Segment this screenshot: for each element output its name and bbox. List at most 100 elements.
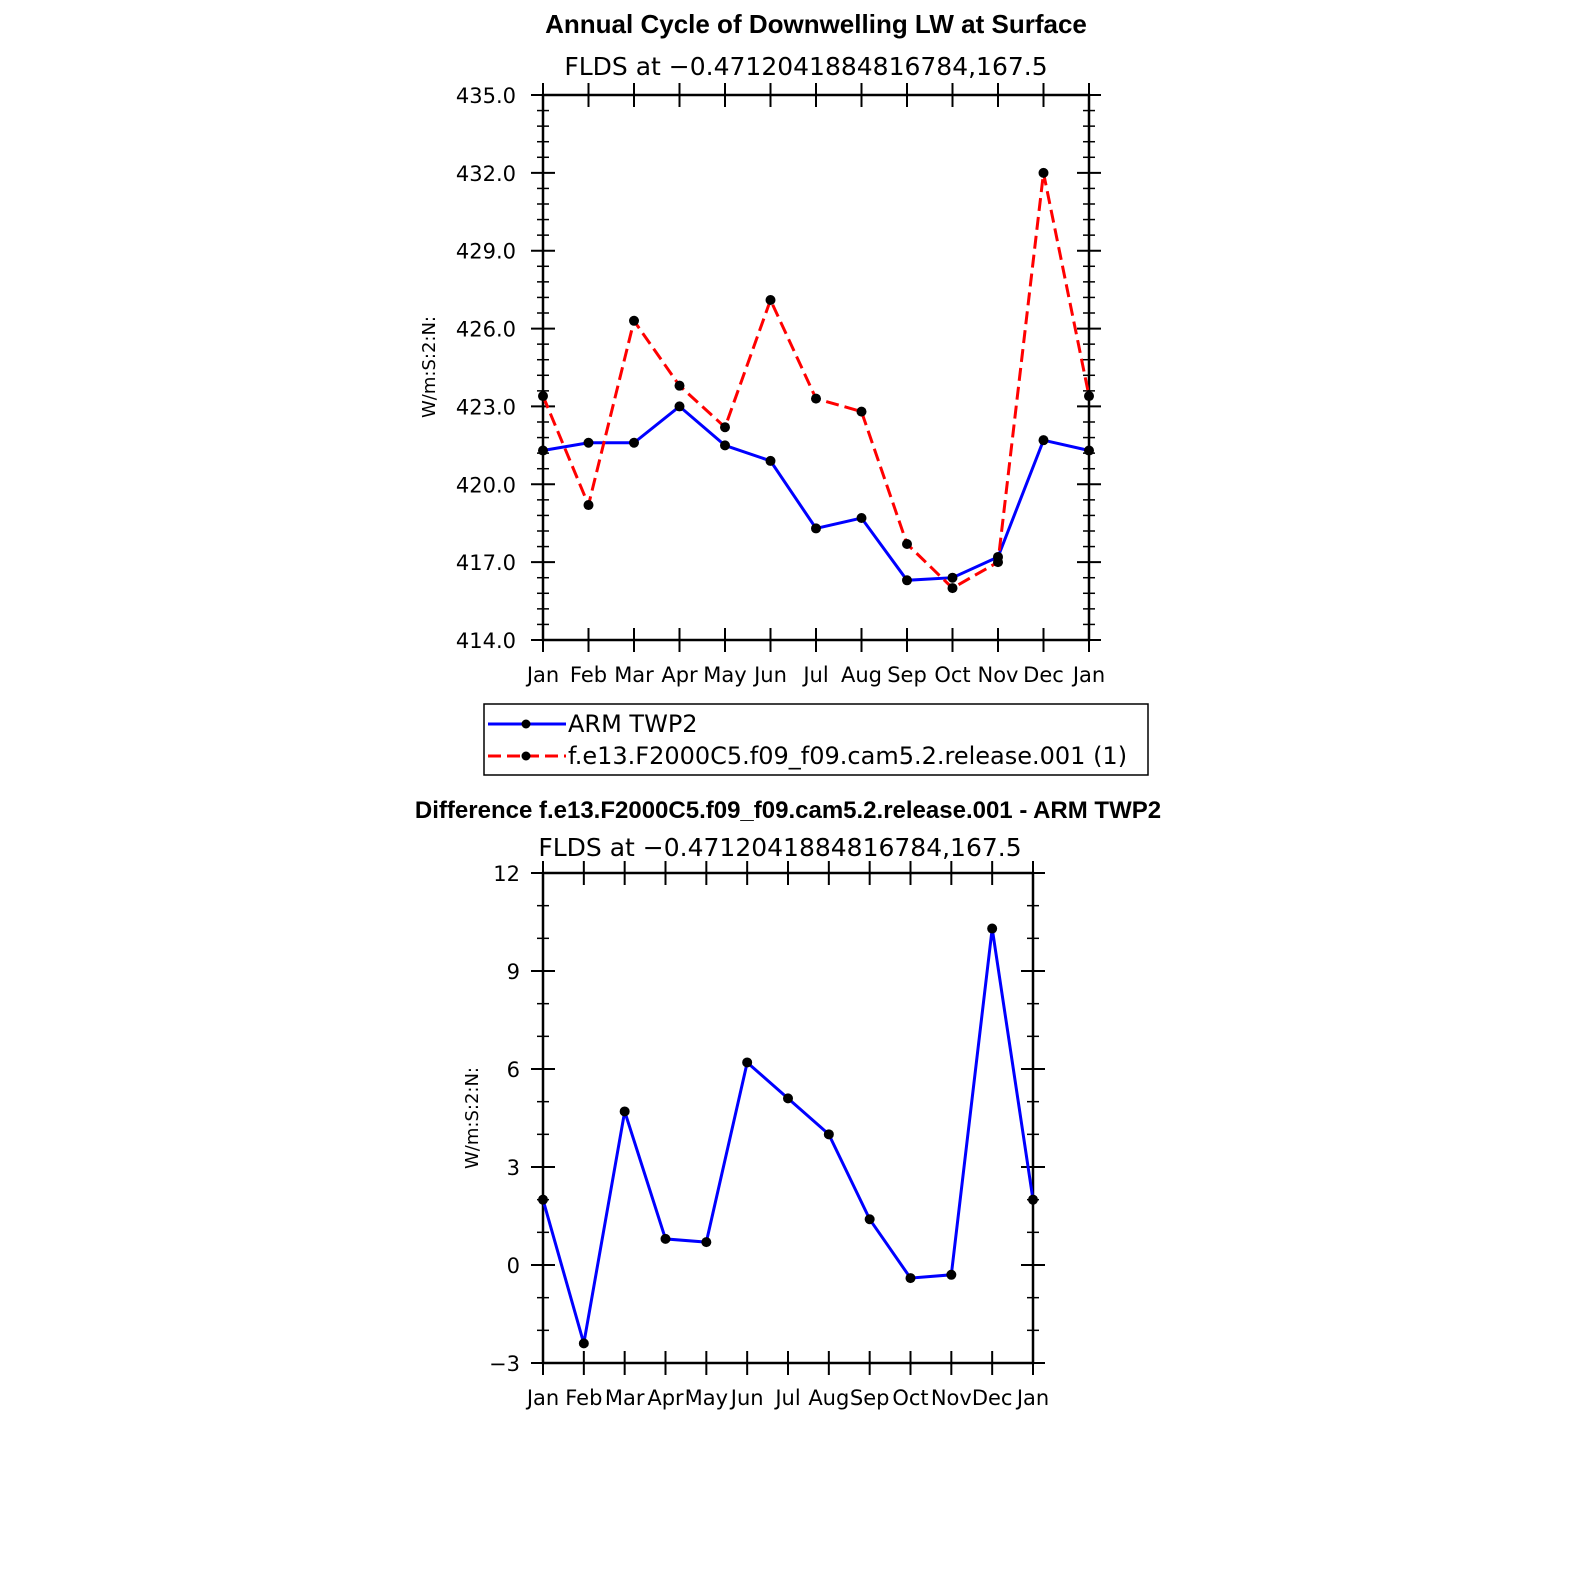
y-tick-label: 6 <box>507 1058 520 1082</box>
data-point-1 <box>1084 391 1094 402</box>
legend-entry-arm: ARM TWP2 <box>488 710 698 738</box>
data-point-0 <box>720 440 730 451</box>
data-point-0 <box>701 1237 712 1248</box>
y-tick-label: 420.0 <box>456 473 516 497</box>
data-point-1 <box>629 315 639 326</box>
legend-label-arm: ARM TWP2 <box>568 710 698 738</box>
legend-label-model: f.e13.F2000C5.f09_f09.cam5.2.release.001… <box>568 742 1127 770</box>
y-tick-label: 432.0 <box>456 162 516 186</box>
legend-marker-model <box>521 751 531 761</box>
x-tick-label: Apr <box>661 663 698 687</box>
data-point-0 <box>765 455 776 466</box>
difference-plot-area: Jan Feb Mar Apr May Jun Jul Aug Sep Oct Nov Dec Jan−… <box>489 861 1049 1410</box>
x-tick-label: Oct <box>892 1386 928 1410</box>
data-point-0 <box>538 445 548 456</box>
x-tick-label: Nov <box>978 663 1019 687</box>
y-tick-label: 417.0 <box>456 551 516 575</box>
x-tick-label: Dec <box>1023 663 1064 687</box>
y-tick-label: 435.0 <box>456 84 516 108</box>
x-tick-label: Dec <box>972 1386 1013 1410</box>
x-tick-label: Sep <box>850 1386 890 1410</box>
y-tick-label: −3 <box>489 1352 520 1376</box>
x-tick-label: Jul <box>773 1386 800 1410</box>
data-point-0 <box>947 572 958 583</box>
data-point-1 <box>947 583 958 594</box>
legend: ARM TWP2 f.e13.F2000C5.f09_f09.cam5.2.re… <box>483 703 1149 776</box>
y-tick-label: 12 <box>493 862 520 886</box>
data-point-1 <box>902 538 912 549</box>
data-point-1 <box>856 406 867 417</box>
data-point-0 <box>660 1233 671 1244</box>
legend-entry-model: f.e13.F2000C5.f09_f09.cam5.2.release.001… <box>488 742 1127 770</box>
x-tick-label: Jan <box>525 1386 559 1410</box>
difference-subtitle: FLDS at −0.4712041884816784,167.5 <box>538 833 1021 862</box>
y-tick-label: 0 <box>507 1254 520 1278</box>
x-tick-label: Oct <box>934 663 970 687</box>
x-tick-label: Jun <box>729 1386 764 1410</box>
legend-marker-arm <box>521 719 531 729</box>
data-point-0 <box>902 575 912 586</box>
difference-y-axis-label: W/m:S:2:N: <box>462 1067 483 1169</box>
y-tick-label: 423.0 <box>456 395 516 419</box>
data-point-1 <box>720 422 730 433</box>
series-line-0 <box>541 928 1035 1344</box>
y-tick-label: 429.0 <box>456 240 516 264</box>
data-point-1 <box>1038 167 1049 178</box>
y-tick-label: 9 <box>507 960 520 984</box>
x-tick-label: Aug <box>841 663 882 687</box>
data-point-0 <box>629 437 639 448</box>
difference-title: Difference f.e13.F2000C5.f09_f09.cam5.2.… <box>415 797 1161 824</box>
data-point-1 <box>538 391 548 402</box>
annual-cycle-chart: Annual Cycle of Downwelling LW at Surfac… <box>419 9 1149 776</box>
data-point-0 <box>619 1106 630 1117</box>
x-tick-label: Nov <box>931 1386 972 1410</box>
data-point-1 <box>811 393 821 404</box>
x-tick-label: Aug <box>808 1386 849 1410</box>
plot-frame <box>541 93 1091 642</box>
y-tick-label: 3 <box>507 1156 520 1180</box>
data-point-1 <box>674 380 685 391</box>
x-tick-label: Sep <box>887 663 927 687</box>
data-point-1 <box>765 295 776 306</box>
data-point-0 <box>905 1273 916 1284</box>
x-tick-label: Jan <box>525 663 559 687</box>
x-tick-label: Mar <box>605 1386 645 1410</box>
legend-box <box>483 703 1149 776</box>
x-tick-label: Jul <box>801 663 828 687</box>
data-point-0 <box>946 1269 957 1280</box>
x-tick-label: Jan <box>1071 663 1105 687</box>
data-point-0 <box>811 523 821 534</box>
data-point-0 <box>856 513 867 524</box>
data-point-0 <box>578 1338 589 1349</box>
y-tick-label: 426.0 <box>456 318 516 342</box>
x-tick-label: Feb <box>565 1386 602 1410</box>
plot-frame <box>541 871 1035 1365</box>
data-point-0 <box>987 923 998 934</box>
plot-area: Jan Feb Mar Apr May Jun Jul Aug Sep Oct Nov Dec Jan 4… <box>456 83 1105 687</box>
x-tick-label: Feb <box>570 663 607 687</box>
data-point-0 <box>1038 435 1049 446</box>
data-point-0 <box>1028 1194 1038 1205</box>
data-point-1 <box>993 557 1003 568</box>
y-tick-label: 414.0 <box>456 629 516 653</box>
chart-subtitle: FLDS at −0.4712041884816784,167.5 <box>564 52 1047 81</box>
data-point-0 <box>783 1093 793 1104</box>
x-tick-label: May <box>685 1386 728 1410</box>
data-point-0 <box>864 1214 875 1225</box>
data-point-0 <box>1084 445 1094 456</box>
data-point-0 <box>823 1129 834 1140</box>
difference-chart: Difference f.e13.F2000C5.f09_f09.cam5.2.… <box>415 797 1161 1410</box>
chart-title: Annual Cycle of Downwelling LW at Surfac… <box>545 9 1087 39</box>
data-point-0 <box>538 1194 548 1205</box>
data-point-0 <box>583 437 594 448</box>
x-tick-label: Mar <box>614 663 654 687</box>
x-tick-label: Jun <box>752 663 787 687</box>
x-tick-label: Jan <box>1015 1386 1049 1410</box>
data-point-1 <box>583 500 594 511</box>
y-axis-label: W/m:S:2:N: <box>419 316 440 418</box>
data-point-0 <box>742 1057 753 1068</box>
x-tick-label: Apr <box>647 1386 684 1410</box>
data-point-0 <box>674 401 685 412</box>
x-tick-label: May <box>703 663 746 687</box>
